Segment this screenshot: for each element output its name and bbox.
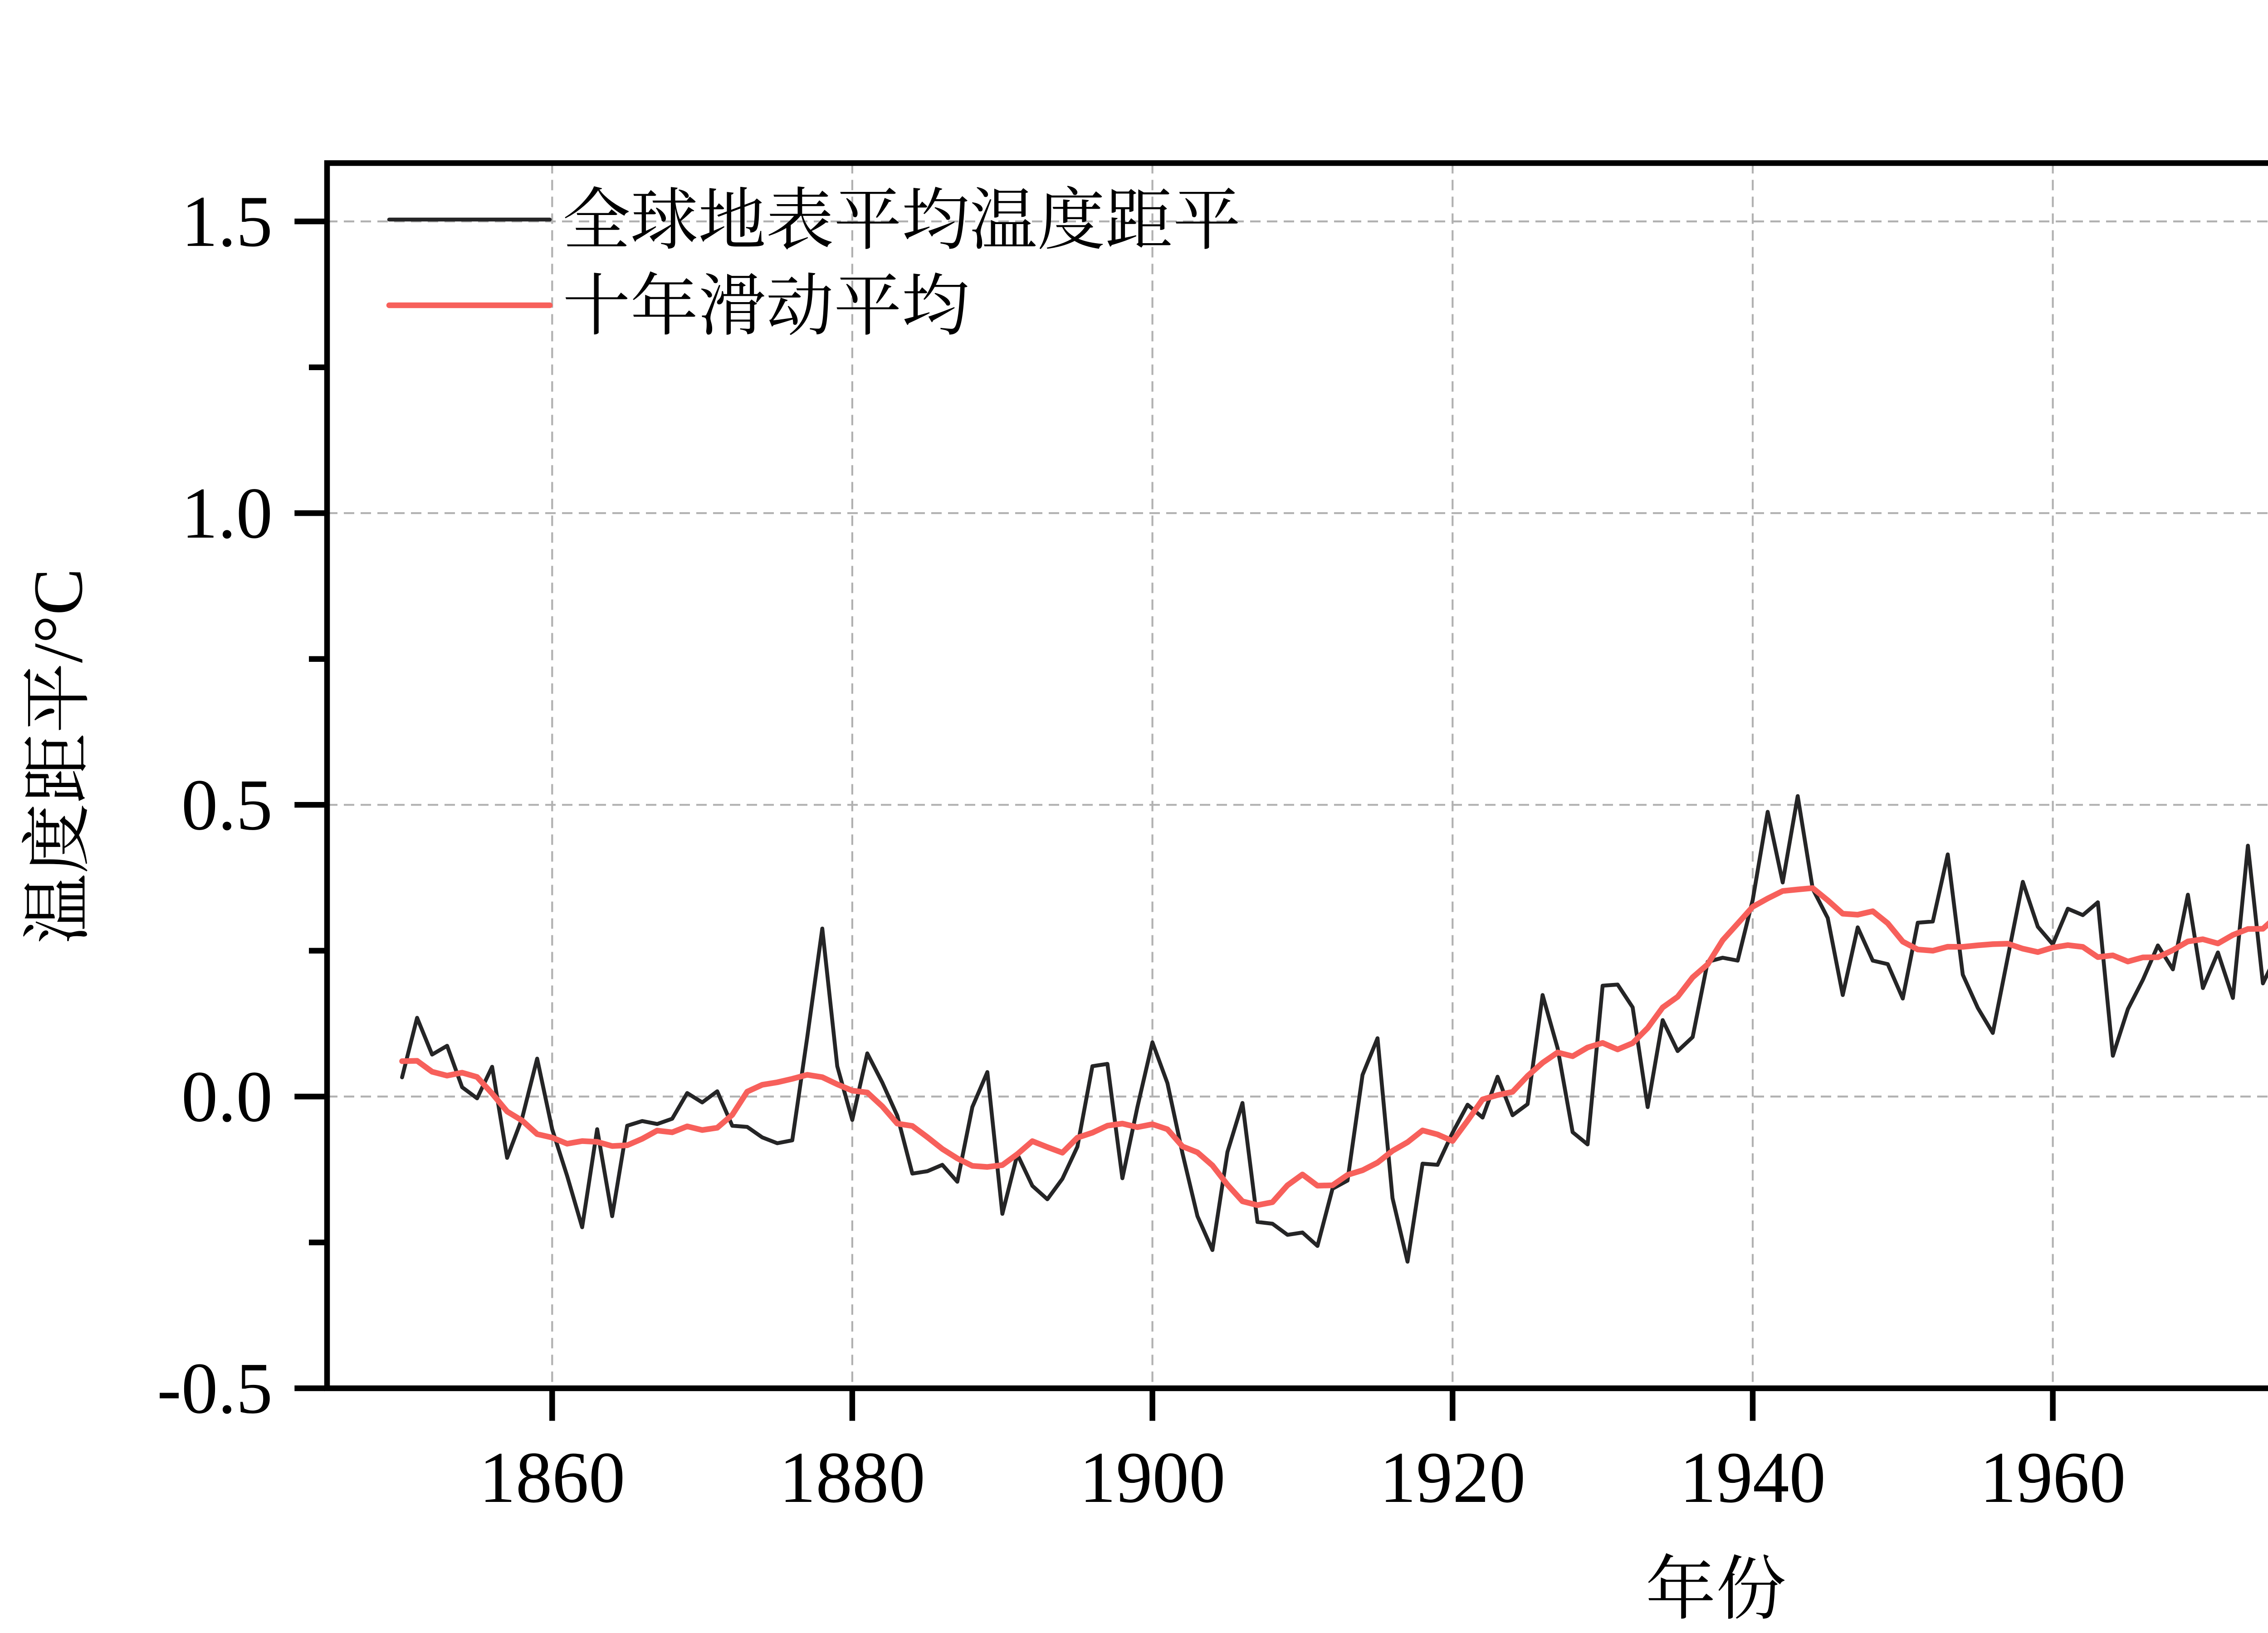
svg-text:1880: 1880 — [779, 1437, 925, 1518]
svg-text:1900: 1900 — [1080, 1437, 1226, 1518]
svg-text:/°C: /°C — [19, 568, 97, 663]
svg-text:1920: 1920 — [1379, 1437, 1525, 1518]
svg-text:-0.5: -0.5 — [157, 1348, 273, 1429]
svg-text:1940: 1940 — [1680, 1437, 1826, 1518]
svg-text:1860: 1860 — [479, 1437, 625, 1518]
svg-text:1960: 1960 — [1980, 1437, 2126, 1518]
svg-text:1.0: 1.0 — [181, 473, 273, 553]
svg-text:0.5: 0.5 — [181, 764, 273, 845]
svg-text:1.5: 1.5 — [181, 181, 273, 262]
svg-text:0.0: 0.0 — [181, 1056, 273, 1137]
